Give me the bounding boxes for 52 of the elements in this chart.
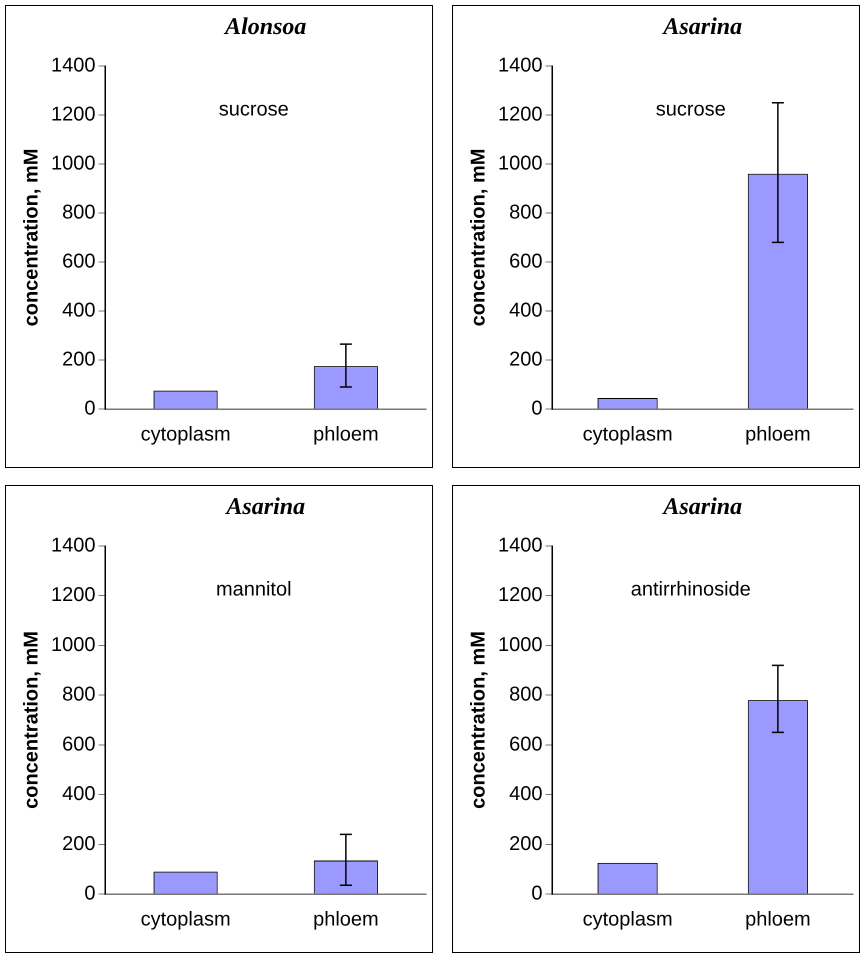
y-tick-label: 200 xyxy=(509,832,542,855)
y-tick-label: 1000 xyxy=(498,634,542,656)
y-axis-title: concentration, mM xyxy=(468,148,490,326)
y-tick-label: 600 xyxy=(509,733,542,756)
y-tick-label: 0 xyxy=(84,882,96,905)
x-tick-label: phloem xyxy=(745,908,811,931)
y-tick-label: 1400 xyxy=(498,54,542,77)
chart-title: Asarina xyxy=(224,494,306,520)
y-tick-label: 1200 xyxy=(50,104,96,126)
x-tick-label: phloem xyxy=(313,424,379,446)
chart-title: Asarina xyxy=(661,494,742,520)
y-tick-label: 0 xyxy=(531,398,542,420)
y-tick-label: 400 xyxy=(509,300,542,322)
y-tick-label: 400 xyxy=(62,783,96,806)
x-tick-label: cytoplasm xyxy=(140,908,231,931)
y-tick-label: 1000 xyxy=(50,152,96,175)
y-tick-label: 0 xyxy=(531,882,542,905)
y-tick-label: 600 xyxy=(62,250,96,273)
chart-title: Asarina xyxy=(661,14,742,40)
y-axis-title: concentration, mM xyxy=(20,148,43,326)
y-tick-label: 600 xyxy=(62,733,96,756)
y-axis-title: concentration, mM xyxy=(20,631,43,809)
y-tick-label: 0 xyxy=(84,398,96,420)
y-tick-label: 800 xyxy=(509,684,542,706)
x-tick-label: phloem xyxy=(745,424,811,446)
annotation: antirrhinoside xyxy=(630,578,751,601)
y-tick-label: 200 xyxy=(62,832,96,855)
y-tick-label: 1200 xyxy=(498,584,542,606)
y-tick-label: 200 xyxy=(62,348,96,371)
y-tick-label: 400 xyxy=(509,783,542,806)
y-tick-label: 1200 xyxy=(50,584,96,606)
x-tick-label: cytoplasm xyxy=(582,908,673,931)
y-tick-label: 1400 xyxy=(50,534,96,557)
x-tick-label: cytoplasm xyxy=(140,424,231,446)
y-tick-label: 1000 xyxy=(498,152,542,175)
y-tick-label: 800 xyxy=(62,202,96,224)
y-tick-label: 1200 xyxy=(498,104,542,126)
annotation: mannitol xyxy=(216,578,292,601)
y-tick-label: 1400 xyxy=(498,534,542,557)
annotation: sucrose xyxy=(218,98,289,121)
y-tick-label: 800 xyxy=(62,684,96,706)
y-tick-label: 800 xyxy=(509,202,542,224)
y-tick-label: 1000 xyxy=(50,634,96,656)
x-tick-label: cytoplasm xyxy=(582,424,673,446)
annotation: sucrose xyxy=(656,98,726,121)
y-tick-label: 1400 xyxy=(50,54,96,77)
x-tick-label: phloem xyxy=(313,908,379,931)
chart-title: Alonsoa xyxy=(223,14,306,40)
y-tick-label: 200 xyxy=(509,348,542,371)
y-tick-label: 400 xyxy=(62,300,96,322)
y-axis-title: concentration, mM xyxy=(468,631,490,809)
y-tick-label: 600 xyxy=(509,250,542,273)
